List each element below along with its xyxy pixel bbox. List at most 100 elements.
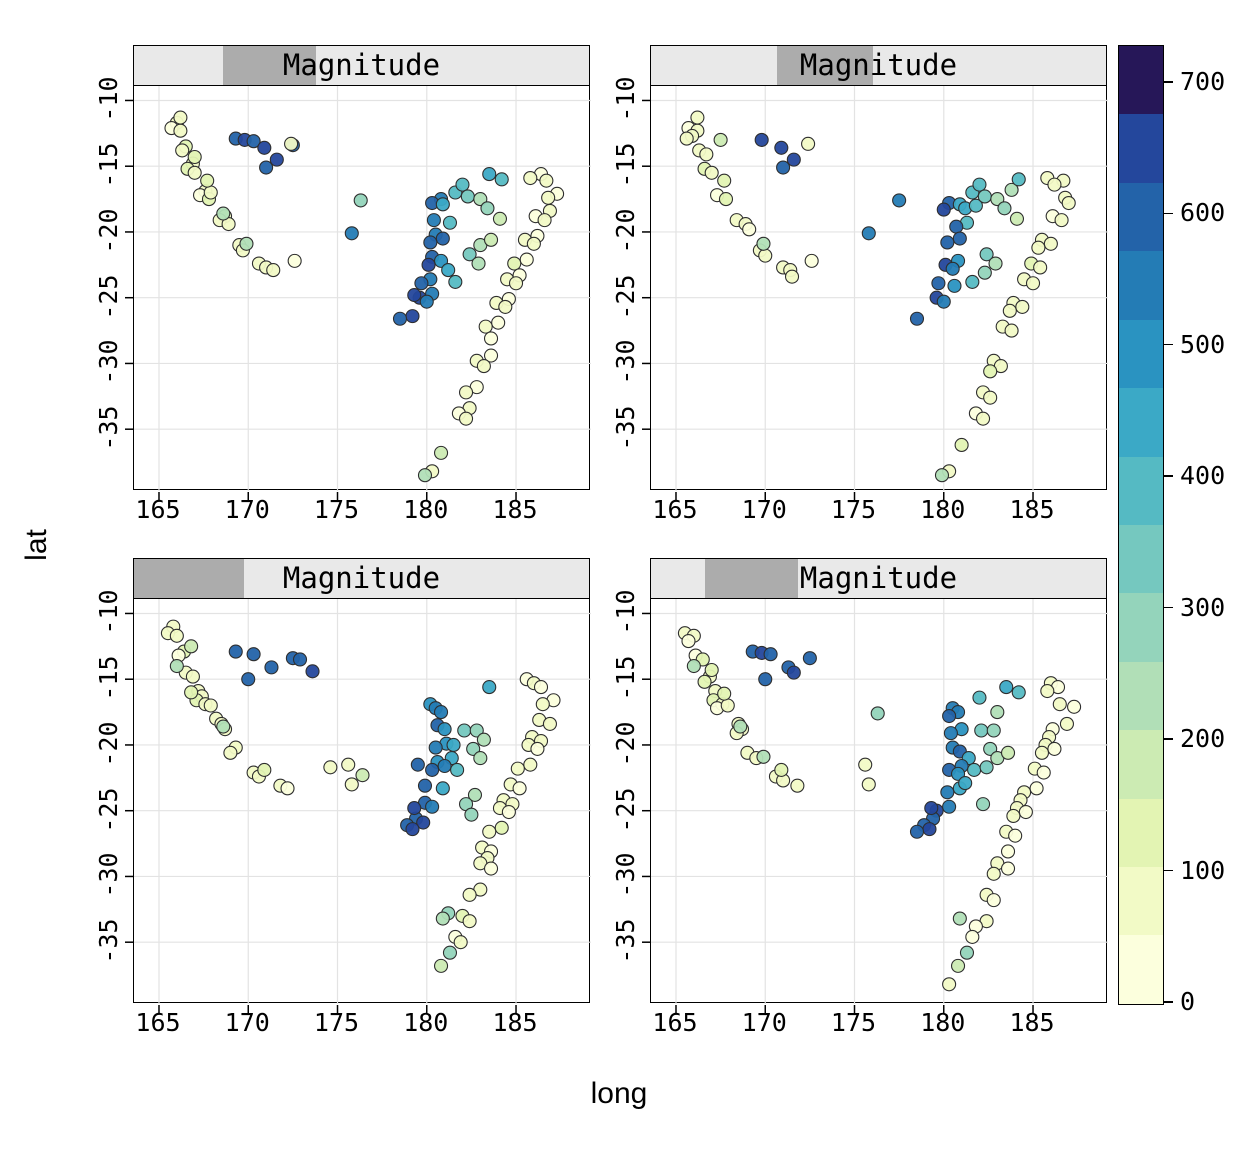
data-point: [353, 193, 368, 208]
colorbar-block: [1119, 661, 1163, 731]
data-point: [720, 698, 735, 713]
data-point: [428, 740, 443, 755]
data-point: [269, 152, 284, 167]
data-point: [1067, 699, 1082, 714]
colorbar-tick-mark: [1164, 1001, 1173, 1003]
data-point: [284, 136, 299, 151]
data-point: [790, 778, 805, 793]
data-point: [892, 193, 907, 208]
strip-label: Magnitude: [282, 48, 441, 82]
scatter-svg: [125, 86, 591, 500]
x-tick-label: 175: [313, 495, 360, 524]
data-point: [523, 170, 538, 186]
data-point: [717, 686, 732, 701]
scatter-plot: [642, 85, 1108, 500]
x-tick-label: 165: [135, 495, 181, 524]
data-point: [952, 911, 967, 926]
data-point: [679, 131, 694, 146]
data-point: [990, 705, 1005, 720]
data-point: [530, 741, 545, 756]
data-point: [950, 958, 966, 973]
data-point: [968, 198, 983, 213]
strip-magnitude: Magnitude: [650, 558, 1107, 598]
data-point: [997, 201, 1012, 216]
colorbar-block: [1119, 319, 1163, 389]
data-point: [344, 226, 359, 241]
data-point: [476, 359, 491, 374]
data-point: [246, 134, 261, 149]
data-point: [257, 762, 272, 777]
data-point: [979, 247, 994, 262]
scatter-svg: [125, 599, 591, 1013]
data-point: [983, 364, 998, 379]
data-point: [1031, 240, 1046, 255]
data-point: [909, 311, 925, 326]
data-point: [943, 726, 958, 741]
data-point: [1011, 685, 1026, 700]
strip-label: Magnitude: [799, 48, 958, 82]
x-tick-label: 170: [224, 1008, 270, 1037]
data-point: [786, 152, 801, 167]
data-point: [457, 723, 472, 738]
data-point: [494, 820, 509, 835]
data-point: [972, 690, 987, 705]
data-point: [1052, 697, 1067, 712]
data-point: [972, 177, 987, 192]
data-point: [392, 311, 408, 326]
data-point: [423, 235, 438, 250]
data-point: [774, 140, 789, 155]
data-point: [1000, 861, 1016, 876]
data-point: [462, 887, 477, 902]
x-tick-label: 170: [224, 495, 270, 524]
data-point: [704, 165, 719, 180]
data-point: [986, 723, 1001, 738]
data-point: [1033, 260, 1048, 275]
data-point: [542, 716, 557, 731]
data-point: [1054, 213, 1069, 228]
data-point: [975, 411, 991, 426]
data-point: [437, 722, 452, 737]
data-point: [419, 294, 434, 309]
colorbar-tick-label: 400: [1180, 461, 1226, 491]
data-point: [187, 149, 202, 165]
data-point: [931, 276, 946, 291]
data-point: [523, 757, 538, 772]
data-point: [421, 257, 436, 272]
data-point: [950, 766, 966, 781]
data-point: [1043, 236, 1058, 251]
strip-label: Magnitude: [282, 561, 441, 595]
data-point: [228, 644, 243, 659]
data-point: [184, 639, 199, 654]
data-point: [1000, 745, 1016, 760]
data-point: [690, 110, 705, 125]
data-point: [861, 226, 876, 241]
data-point: [924, 801, 939, 816]
data-point: [405, 822, 420, 837]
data-point: [462, 914, 477, 929]
colorbar-tick-mark: [1164, 869, 1173, 872]
data-point: [858, 757, 873, 772]
colorbar-block: [1119, 388, 1163, 457]
x-axis-title: long: [590, 1077, 648, 1110]
x-tick-label: 185: [1009, 1008, 1055, 1037]
strip-magnitude: Magnitude: [133, 558, 590, 598]
data-point: [1009, 211, 1025, 226]
data-point: [425, 799, 440, 814]
data-point: [455, 177, 470, 192]
scatter-svg: [642, 599, 1108, 1013]
shingle-range-indicator: [705, 559, 798, 598]
x-tick-label: 170: [741, 1008, 787, 1037]
data-point: [758, 248, 773, 263]
data-point: [1002, 303, 1017, 318]
data-point: [501, 804, 516, 820]
data-point: [983, 390, 998, 405]
scatter-plot: [642, 598, 1108, 1013]
data-point: [1004, 182, 1019, 197]
data-point: [173, 110, 188, 125]
data-point: [435, 197, 450, 212]
data-point: [453, 935, 468, 950]
data-point: [1036, 765, 1051, 780]
data-point: [280, 781, 295, 796]
data-point: [1029, 781, 1044, 796]
data-point: [718, 192, 734, 207]
